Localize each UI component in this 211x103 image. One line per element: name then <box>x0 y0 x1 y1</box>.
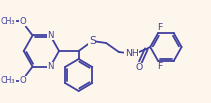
Text: O: O <box>19 76 26 85</box>
Text: CH₃: CH₃ <box>1 17 15 26</box>
Text: F: F <box>157 62 163 71</box>
Text: S: S <box>89 36 96 46</box>
Text: N: N <box>47 62 53 71</box>
Text: F: F <box>157 23 163 32</box>
Text: O: O <box>19 17 26 26</box>
Text: NH: NH <box>125 49 138 57</box>
Text: N: N <box>47 31 53 40</box>
Text: O: O <box>136 64 143 73</box>
Text: CH₃: CH₃ <box>1 76 15 85</box>
